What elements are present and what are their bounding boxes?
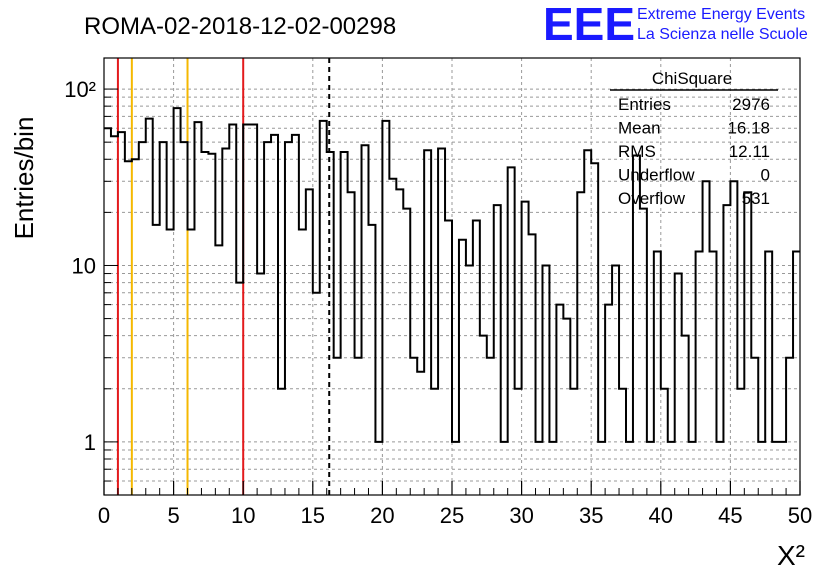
- x-tick-label: 0: [98, 503, 110, 528]
- stats-box-title: ChiSquare: [652, 69, 732, 88]
- stats-label: Overflow: [618, 189, 686, 208]
- x-tick-label: 15: [301, 503, 325, 528]
- stats-value: 12.11: [729, 142, 770, 161]
- stats-value: 0: [761, 166, 770, 185]
- x-axis-label: X²: [777, 540, 805, 571]
- x-tick-label: 5: [167, 503, 179, 528]
- stats-value: 2976: [732, 95, 770, 114]
- eee-logo: EEE Extreme Energy Events La Scienza nel…: [543, 0, 808, 50]
- y-axis-label: Entries/bin: [9, 117, 39, 240]
- x-tick-label: 10: [231, 503, 255, 528]
- stats-label: Mean: [618, 119, 661, 138]
- histogram-series: [104, 107, 800, 443]
- eee-logo-line2: La Scienza nelle Scuole: [637, 26, 808, 43]
- x-tick-label: 50: [788, 503, 812, 528]
- x-tick-label: 20: [370, 503, 394, 528]
- y-tick-label: 10: [72, 253, 96, 278]
- y-tick-label: 10²: [64, 77, 96, 102]
- x-tick-label: 35: [579, 503, 603, 528]
- x-tick-label: 25: [440, 503, 464, 528]
- eee-logo-line1: Extreme Energy Events: [637, 6, 805, 23]
- x-tick-label: 30: [509, 503, 533, 528]
- marker-lines: [116, 58, 331, 495]
- x-tick-label: 45: [718, 503, 742, 528]
- axis-ticks: 0 5 10 15 20 25 30 35 40 45 50 1 10 10²: [64, 77, 812, 528]
- chart-title: ROMA-02-2018-12-02-00298: [84, 13, 396, 40]
- stats-value: 531: [742, 189, 770, 208]
- stats-label: RMS: [618, 142, 656, 161]
- eee-logo-text: EEE: [543, 0, 635, 50]
- x-tick-label: 40: [649, 503, 673, 528]
- stats-value: 16.18: [727, 119, 770, 138]
- y-tick-label: 1: [84, 430, 96, 455]
- stats-label: Entries: [618, 95, 671, 114]
- stats-box: ChiSquare Entries 2976 Mean 16.18 RMS 12.11 Un…: [610, 69, 778, 208]
- stats-label: Underflow: [618, 166, 695, 185]
